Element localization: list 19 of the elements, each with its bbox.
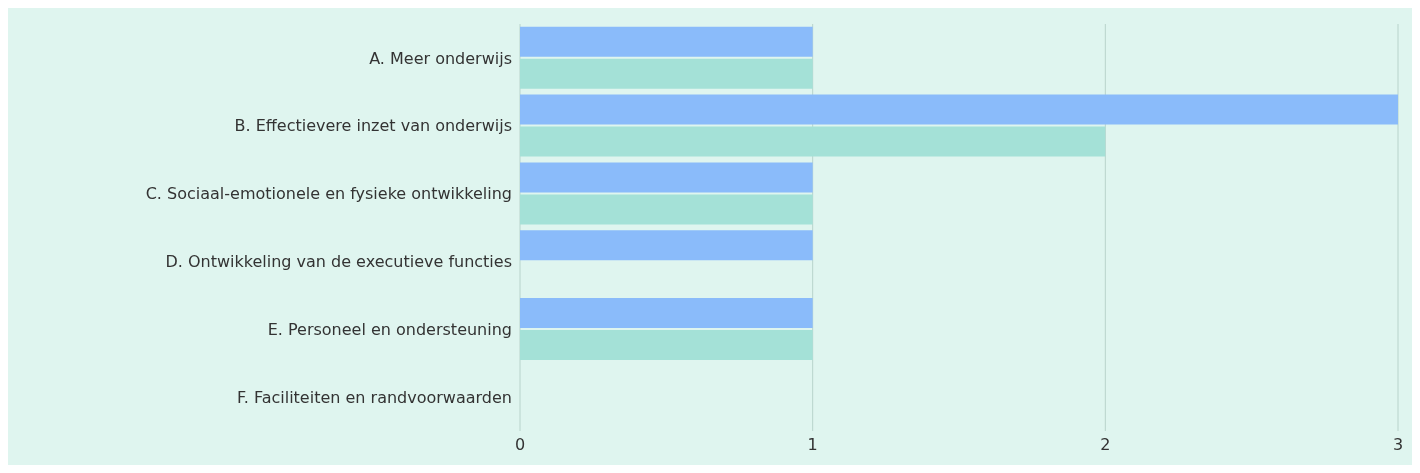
bar	[520, 330, 813, 361]
y-tick-label: B. Effectievere inzet van onderwijs	[234, 116, 512, 136]
bar	[520, 58, 813, 89]
x-tick-label: 0	[514, 435, 526, 455]
bar	[520, 194, 813, 225]
bar	[520, 26, 813, 57]
x-tick-label: 2	[1100, 435, 1111, 455]
bar	[520, 94, 1398, 125]
bar	[520, 162, 813, 193]
y-tick-label: C. Sociaal-emotionele en fysieke ontwikkeling	[145, 184, 512, 204]
bar	[520, 298, 813, 329]
x-tick-label: 1	[807, 435, 818, 455]
bar	[520, 126, 1106, 157]
x-tick-label: 3	[1392, 435, 1404, 455]
y-tick-label: E. Personeel en ondersteuning	[267, 319, 512, 339]
bar	[520, 230, 813, 261]
y-tick-label: F. Faciliteiten en randvoorwaarden	[237, 387, 512, 407]
y-tick-label: D. Ontwikkeling van de executieve functies	[165, 252, 512, 272]
y-tick-label: A. Meer onderwijs	[369, 48, 512, 68]
